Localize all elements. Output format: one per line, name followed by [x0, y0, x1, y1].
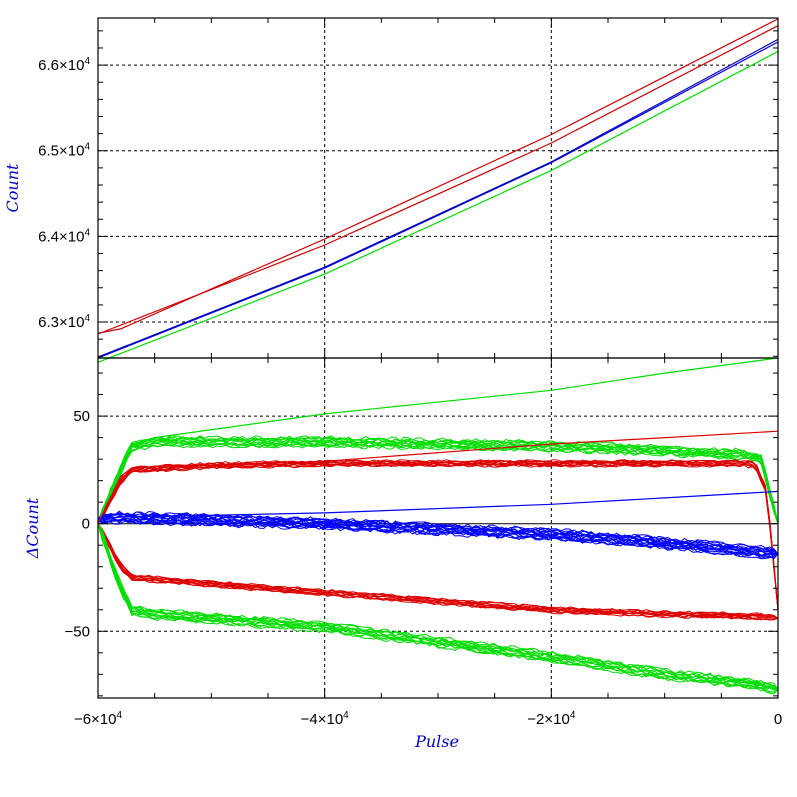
y-tick-label: −50 — [65, 623, 90, 640]
y-tick-label: 50 — [73, 408, 90, 425]
x-tick-label: −6×104 — [74, 710, 123, 728]
bundle-trace-line — [97, 517, 779, 557]
bottom-y-axis-title: ΔCount — [23, 497, 42, 559]
y-tick-label: 6.5×104 — [38, 142, 90, 160]
y-tick-label: 6.6×104 — [38, 56, 90, 74]
bundle-trace-line — [97, 435, 779, 524]
bundle-trace-line — [97, 459, 779, 610]
bundle-trace-line — [97, 436, 779, 524]
bundle-trace-line — [97, 436, 779, 524]
x-tick-label: −2×104 — [527, 710, 576, 728]
bundle-trace-line — [97, 518, 779, 560]
series-line-3 — [97, 41, 779, 359]
series-line-2 — [97, 430, 779, 524]
series-line-5 — [97, 50, 779, 363]
x-tick-label: 0 — [774, 711, 782, 728]
y-tick-label: 6.3×104 — [38, 313, 90, 331]
series-line-4 — [97, 38, 779, 358]
x-tick-label: −4×104 — [301, 710, 350, 728]
bundle-trace-line — [97, 523, 779, 619]
x-axis-title: Pulse — [414, 732, 459, 751]
y-tick-label: 0 — [82, 516, 90, 533]
top-y-axis-title: Count — [3, 163, 22, 212]
series-line-3 — [97, 490, 779, 520]
series-line-1 — [97, 18, 779, 334]
bundle-trace-line — [97, 523, 779, 619]
bundle-trace-line — [97, 523, 779, 690]
bundle-trace-line — [97, 513, 779, 555]
y-tick-label: 6.4×104 — [38, 227, 90, 245]
bottom-panel: 50 0 −50 −6×104 −4×104 −2×104 0 — [65, 357, 782, 728]
series-line-2 — [97, 25, 779, 335]
series-line-1 — [97, 357, 779, 524]
